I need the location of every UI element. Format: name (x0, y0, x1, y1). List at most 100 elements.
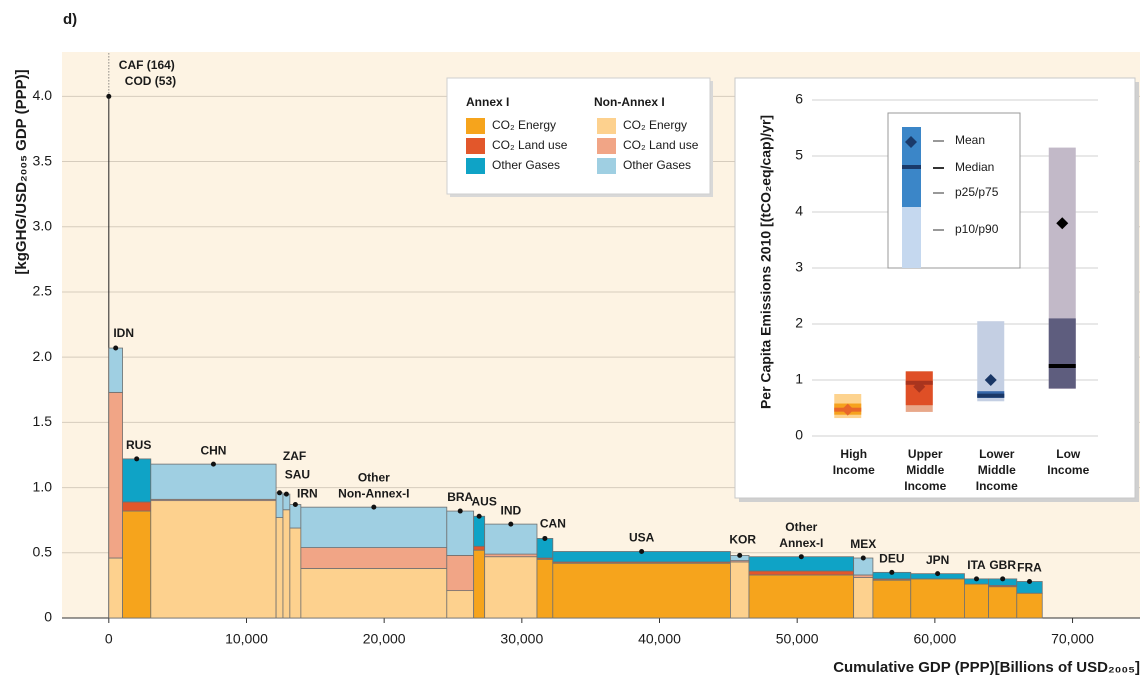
x-tick-label: 70,000 (1051, 631, 1094, 647)
bar-label: CHN (200, 443, 226, 457)
bar-segment (446, 510, 475, 556)
total-dot (113, 345, 119, 351)
total-dot (889, 569, 895, 575)
y-tick-label: 2.5 (33, 283, 53, 299)
bar-label: Other (358, 470, 390, 484)
bar-label: KOR (729, 533, 756, 547)
legend-swatch (466, 158, 485, 174)
x-tick-label: Income (976, 479, 1018, 493)
bar-segment (1016, 592, 1043, 619)
bar-label: ZAF (283, 449, 306, 463)
y-tick-label: 5 (795, 147, 803, 163)
total-dot (639, 548, 645, 554)
x-tick-label: 0 (105, 631, 113, 647)
bar-label: SAU (285, 467, 310, 481)
total-dot (292, 502, 298, 508)
bar-label: ITA (967, 558, 986, 572)
bar-label: USA (629, 531, 655, 545)
bar-segment (150, 500, 277, 619)
bar-label: JPN (926, 553, 949, 567)
box-mean (913, 380, 926, 393)
box-p10-p90 (977, 321, 1005, 402)
bar-segment (964, 583, 989, 619)
bar-segment (473, 545, 486, 551)
legend-label: CO₂ Energy (623, 118, 687, 132)
bar-label: Non-Annex-I (338, 486, 409, 500)
annotation-label: CAF (164) (119, 58, 175, 72)
legend-label: CO₂ Land use (492, 138, 568, 152)
bar-segment (853, 577, 874, 619)
bar-label: Other (785, 520, 817, 534)
bar-segment (446, 590, 475, 619)
y-tick-label: 4 (795, 203, 803, 219)
y-tick-label: 3.0 (33, 217, 53, 233)
legend-swatch (466, 118, 485, 134)
total-dot (798, 554, 804, 560)
main-plot: 00.51.01.52.02.53.03.54.00 10,000 20,000 30… (33, 52, 1140, 647)
legend-title: Non-Annex I (594, 95, 665, 109)
bar-segment (552, 562, 731, 619)
inset-legend-label: p10/p90 (955, 222, 999, 236)
y-tick-label: 0 (44, 609, 52, 625)
total-dot (210, 461, 216, 467)
bar-segment (108, 391, 123, 559)
x-tick-label: 30,000 (500, 631, 543, 647)
inset-legend-median (902, 165, 921, 169)
x-axis-title: Cumulative GDP (PPP)[Billions of USD₂₀₀₅… (833, 659, 1140, 676)
y-tick-label: 1.5 (33, 413, 53, 429)
total-dot (1000, 576, 1006, 582)
inset-plot: 0 1 2 3 4 5 6 High Income Upper Middle Income Lower M… (795, 91, 1098, 493)
inset-legend-label: p25/p75 (955, 185, 999, 199)
legend-label: CO₂ Energy (492, 118, 556, 132)
bar-label: Annex-I (779, 536, 823, 550)
bar-segment (108, 557, 123, 619)
x-tick-label: Middle (906, 463, 944, 477)
bar-label: IND (500, 503, 521, 517)
box-median (1048, 364, 1076, 368)
inset-y-axis-title: Per Capita Emissions 2010 [(tCO₂eq/cap)/… (758, 115, 774, 409)
annotation-dot (106, 93, 112, 99)
bar-segment (282, 509, 291, 619)
y-tick-label: 4.0 (33, 87, 53, 103)
total-dot (860, 555, 866, 561)
x-tick-label: 50,000 (776, 631, 819, 647)
total-dot (935, 571, 941, 577)
y-axis-title: [kgGHG/USD₂₀₀₅ GDP (PPP)] (13, 69, 30, 274)
bar-segment (446, 555, 475, 592)
legend-swatch (597, 138, 616, 154)
x-tick-label: 60,000 (913, 631, 956, 647)
box-mean (841, 403, 854, 416)
total-dot (737, 552, 743, 558)
bar-segment (275, 517, 284, 619)
bar-segment (473, 549, 486, 619)
bar-segment (122, 458, 152, 503)
total-dot (974, 576, 980, 582)
bar-label: AUS (471, 494, 496, 508)
bar-label: IRN (297, 487, 318, 501)
bar-label: CAN (540, 517, 566, 531)
total-dot (283, 491, 289, 497)
total-dot (457, 508, 463, 514)
legend-swatch (597, 158, 616, 174)
x-tick-label: Income (833, 463, 875, 477)
bar-segment (536, 558, 554, 619)
panel-label: d) (63, 11, 77, 28)
bar-segment (872, 579, 912, 619)
y-tick-label: 1.0 (33, 478, 53, 494)
x-tick-label: Lower (979, 447, 1015, 461)
legend-swatch (597, 118, 616, 134)
bar-label: DEU (879, 552, 904, 566)
bar-label: GBR (989, 558, 1016, 572)
y-tick-label: 3.5 (33, 152, 53, 168)
y-tick-label: 6 (795, 91, 803, 107)
total-dot (508, 521, 514, 527)
bar-segment (730, 561, 750, 619)
legend-box (446, 77, 711, 195)
bar-segment (122, 510, 152, 619)
y-tick-label: 0 (795, 427, 803, 443)
inset-legend-label: Mean (955, 133, 985, 147)
bar-label: IDN (113, 326, 134, 340)
bar-segment (150, 463, 277, 500)
bar-segment (108, 347, 123, 393)
bar-segment (300, 506, 448, 548)
